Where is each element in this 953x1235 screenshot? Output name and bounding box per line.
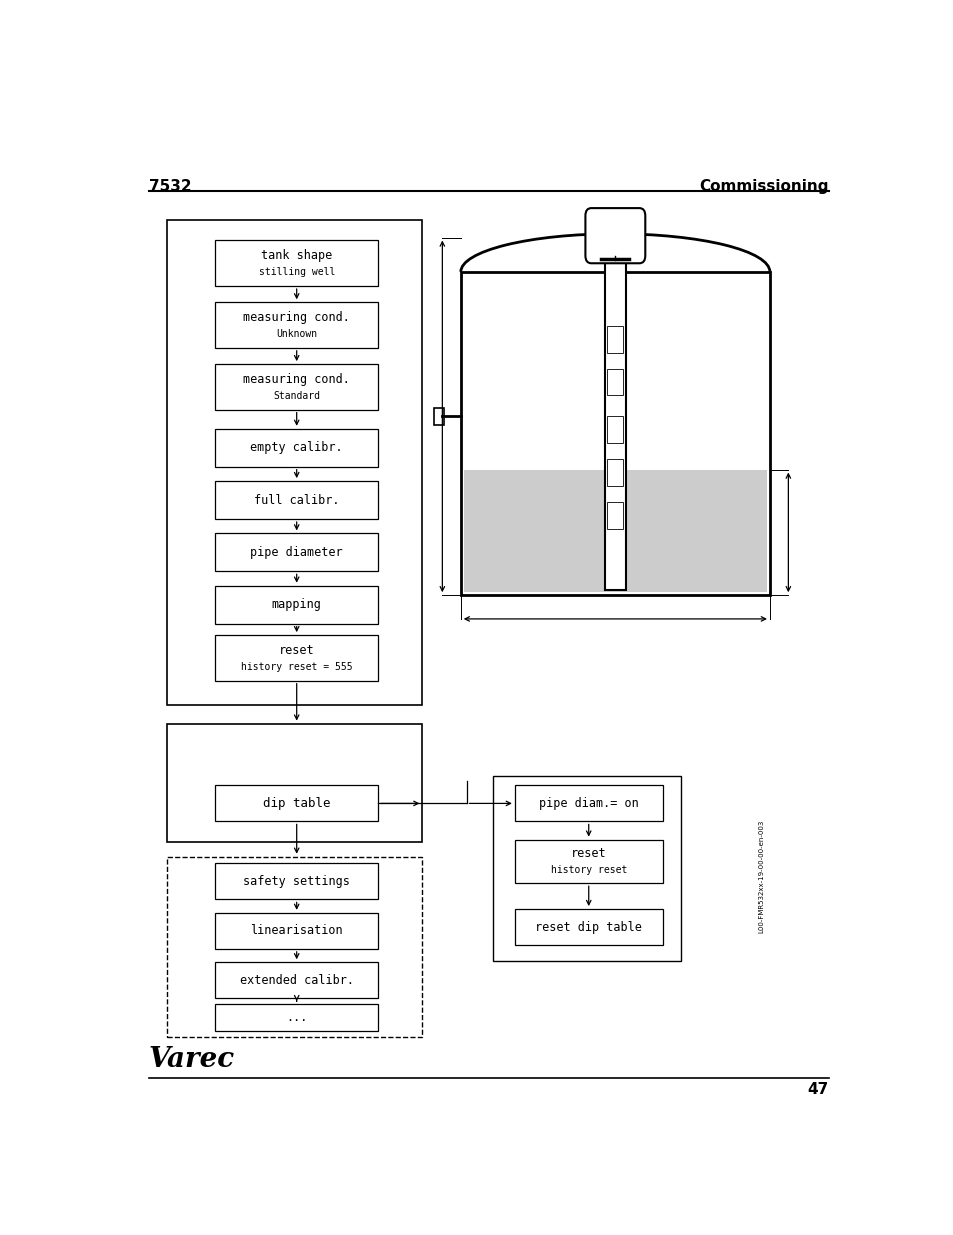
Text: history reset = 555: history reset = 555 [240,662,353,672]
Bar [215,534,377,572]
Text: ...: ... [286,1011,307,1024]
Text: tank shape: tank shape [261,249,332,262]
Bar [215,429,377,467]
Text: linearisation: linearisation [250,924,343,937]
Bar [215,482,377,519]
Bar [167,220,422,704]
Bar [215,241,377,287]
Text: 7532: 7532 [149,179,192,194]
Bar [460,272,769,595]
Text: mapping: mapping [272,598,321,611]
Bar [215,303,377,348]
Bar [215,863,377,899]
Text: reset: reset [570,847,606,861]
Bar [606,369,623,395]
Text: extended calibr.: extended calibr. [239,973,354,987]
Text: safety settings: safety settings [243,874,350,888]
FancyBboxPatch shape [585,209,644,263]
Text: dip table: dip table [263,797,330,810]
Text: measuring cond.: measuring cond. [243,373,350,385]
Bar [434,408,443,425]
Bar [167,857,422,1037]
Text: history reset: history reset [550,866,626,876]
Bar [515,785,662,821]
Bar [606,459,623,485]
Text: L00-FMR532xx-19-00-00-en-003: L00-FMR532xx-19-00-00-en-003 [758,819,763,932]
Text: stilling well: stilling well [258,268,335,278]
Text: Standard: Standard [273,391,320,401]
Bar [215,785,377,821]
Text: pipe diameter: pipe diameter [250,546,343,559]
Bar [604,261,625,590]
Bar [606,326,623,353]
Text: reset dip table: reset dip table [535,920,641,934]
Text: measuring cond.: measuring cond. [243,311,350,324]
Text: pipe diam.= on: pipe diam.= on [538,797,638,810]
Bar [606,416,623,443]
Text: Varec: Varec [149,1046,234,1072]
Text: Commissioning: Commissioning [699,179,828,194]
Text: 47: 47 [807,1082,828,1097]
Bar [167,724,422,842]
Bar [215,585,377,624]
Bar [463,469,766,593]
Bar [492,776,680,961]
Bar [215,364,377,410]
Bar [215,913,377,948]
Bar [515,840,662,883]
Bar [515,909,662,945]
Bar [215,1004,377,1031]
Text: Unknown: Unknown [275,330,317,340]
Text: empty calibr.: empty calibr. [250,441,343,454]
Bar [606,501,623,529]
Text: reset: reset [278,643,314,657]
Text: full calibr.: full calibr. [253,494,339,506]
Bar [215,635,377,680]
Bar [215,962,377,998]
